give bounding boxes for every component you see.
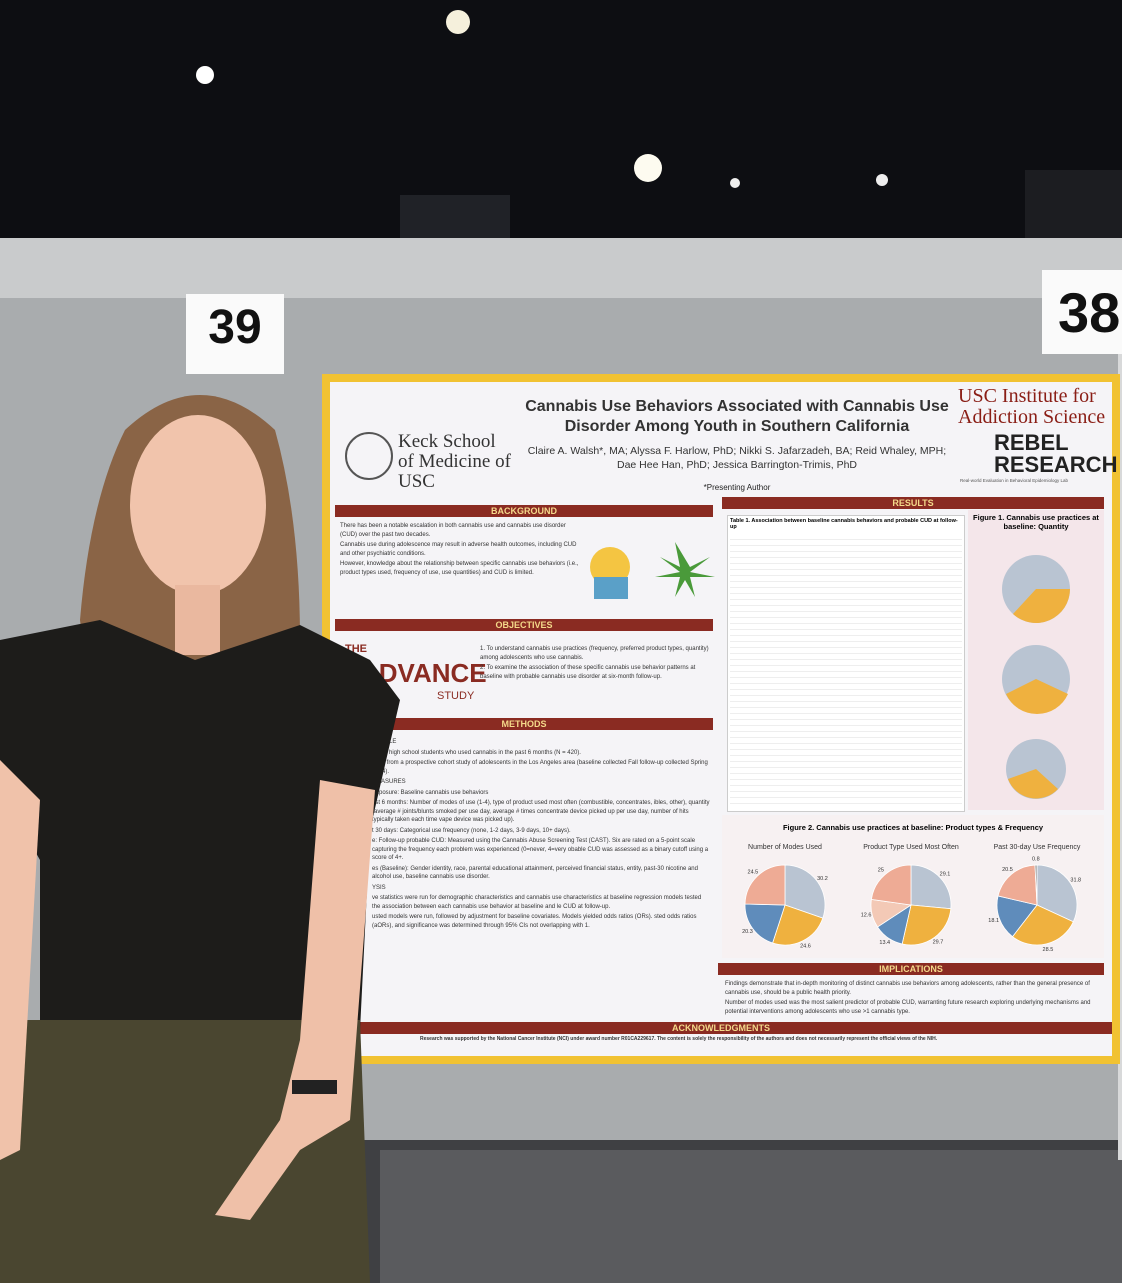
pie-slice [772,904,824,946]
pie-label: 24.6 [800,944,811,950]
methods-line: usted models were run, followed by adjus… [372,914,697,929]
pie-title: Product Type Used Most Often [863,844,959,851]
advance-logo: STUDY [437,690,475,702]
pie-title: Number of Modes Used [748,844,822,851]
pie-label: 13.4 [879,940,890,946]
pie-slice [910,864,952,910]
methods-line: t 30 days: Categorical use frequency (no… [372,827,571,834]
methods-line: ast 6 months: Number of modes of use (1-… [372,800,710,823]
section-heading: OBJECTIVES [335,619,713,631]
illustration [590,542,715,599]
pie-label: 30.2 [817,876,828,882]
figure-1-pies [1002,555,1070,799]
pie-label: 31.8 [1070,878,1081,884]
board-number: 39 [208,301,262,354]
section-heading: ACKNOWLEDGMENTS [330,1022,1112,1034]
pie-label: 24.5 [748,870,759,876]
authors: Claire A. Walsh*, MA; Alyssa F. Harlow, … [527,445,947,471]
bullet: Cannabis use during adolescence may resu… [340,542,577,557]
methods-line: YSIS [372,884,386,891]
pie-slice [1011,904,1074,946]
figure-title: Figure 2. Cannabis use practices at base… [782,823,1044,832]
pie-label: 20.3 [742,929,753,935]
section-heading: METHODS [335,718,713,730]
board-number: 38 [1058,281,1121,344]
pie-title: Past 30-day Use Frequency [994,844,1081,851]
acknowledgments-text: Research was supported by the National C… [420,1036,938,1042]
pie-label: 0.8 [1032,856,1040,862]
pie-label: 18.1 [988,918,999,924]
pie-slice [1036,864,1078,923]
methods-line: es (Baseline): Gender identity, race, pa… [372,865,698,881]
methods-line: MEASURES [372,779,406,785]
methods-line: Exposure: Baseline cannabis use behavior… [372,789,489,796]
pie-slice [744,903,786,944]
pie-slice [870,864,912,906]
pie-slice [996,895,1038,938]
methods-line: grade high school students who used cann… [372,749,581,756]
pie-label: 29.1 [940,871,951,877]
table-rows [730,534,962,804]
presenting-note: *Presenting Author [703,483,771,492]
poster-title: Cannabis Use Behaviors Associated with C… [525,398,949,435]
objective: 1. To understand cannabis use practices … [480,646,709,661]
pie-label: 25 [878,868,884,874]
pie-label: 20.5 [1002,867,1013,873]
figure-2-pies: Number of Modes Used 30.2 24.6 20.3 24.5 Prod… [742,844,1081,953]
methods-line: e: Follow-up probable CUD: Measured usin… [372,838,709,861]
table-1: Table 1. Association between baseline ca… [727,515,965,812]
keck-logo: Keck School of Medicine of USC [398,431,511,492]
figure-title: Figure 1. Cannabis use practices at base… [973,513,1099,531]
bullet: However, knowledge about the relationshi… [340,561,579,576]
section-heading: IMPLICATIONS [718,963,1104,975]
rebel-tagline: Real-world Evaluation in Behavioral Epid… [960,478,1069,483]
rebel-logo: REBEL RESEARCH [994,430,1118,477]
pie-slice [744,864,786,906]
implications-text: Findings demonstrate that in-depth monit… [725,980,1103,1018]
objective: 2. To examine the association of these s… [480,665,696,680]
pie-slice [784,864,826,919]
pie-label: 28.5 [1043,947,1054,953]
methods-line: ve statistics were run for demographic c… [372,895,702,910]
figure-1: Figure 1. Cannabis use practices at base… [968,510,1104,810]
bullet: Number of modes used was the most salien… [725,1000,1091,1015]
institute-logo: USC Institute for Addiction Science [958,385,1106,428]
table-title: Table 1. Association between baseline ca… [730,518,958,530]
pie-slice [1034,864,1038,906]
pie-label: 12.6 [861,913,872,919]
pie-slice [901,904,952,946]
pie-label: 29.7 [933,940,944,946]
bullet: There has been a notable escalation in b… [340,523,566,538]
section-heading: RESULTS [722,497,1104,509]
bullet: Findings demonstrate that in-depth monit… [725,981,1090,996]
objectives-text: 1. To understand cannabis use practices … [480,645,712,683]
background-text: There has been a notable escalation in b… [340,522,580,579]
seal [345,432,393,480]
pie-slice [997,864,1038,906]
section-heading: BACKGROUND [335,505,713,517]
